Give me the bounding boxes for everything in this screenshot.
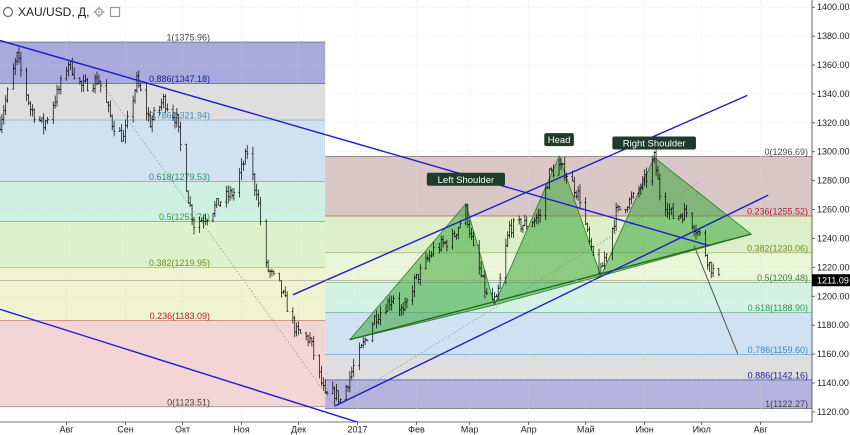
fib-left-zone: [0, 221, 326, 268]
neckline: [349, 233, 752, 341]
fib-right-label: 0.618(1188.90): [748, 303, 808, 313]
circle-icon[interactable]: [2, 6, 14, 18]
price-axis-label: 1280.00: [817, 176, 850, 186]
fib-right-label: 0.786(1159.60): [748, 345, 808, 355]
price-axis-label: 1400.00: [817, 2, 850, 12]
time-axis-label: Июл: [693, 425, 711, 435]
fib-left-label: 0.382(1219.95): [149, 258, 210, 268]
down-channel-upper: [0, 39, 710, 247]
chart-header: XAU/USD, Д,: [2, 3, 121, 21]
price-axis-label: 1200.00: [817, 291, 850, 301]
time-axis-label: Май: [577, 425, 595, 435]
fib-left-zone: [0, 267, 326, 321]
projection-line: [693, 245, 739, 355]
up-channel-lower: [334, 194, 769, 407]
fib-left-zone: [0, 41, 326, 84]
right-shoulder-label-bg: [612, 136, 696, 150]
price-axis-label: 1160.00: [817, 349, 849, 359]
dotted-guide-line: [92, 72, 336, 407]
fib-right-label: 0.5(1209.48): [757, 273, 808, 283]
fib-left-zone: [0, 120, 326, 182]
fib-right-label: 0.236(1255.52): [747, 207, 808, 217]
fib-left-label: 0.5(1251.74): [159, 212, 210, 222]
price-axis-label: 1380.00: [817, 31, 850, 41]
fib-right-zone: [325, 379, 812, 409]
up-channel-upper: [292, 94, 748, 296]
gear-icon[interactable]: [93, 6, 105, 18]
pattern-triangle: [600, 156, 753, 277]
time-axis-label: Фев: [408, 425, 425, 435]
price-axis-label: 1300.00: [817, 147, 850, 157]
price-axis-label: 1260.00: [817, 205, 850, 215]
price-axis-label: 1140.00: [817, 378, 849, 388]
time-axis-label: Мар: [461, 425, 479, 435]
time-axis-label: Дек: [291, 425, 306, 435]
price-tag-bg: [812, 274, 850, 287]
pattern-triangle: [493, 154, 602, 306]
time-axis-label: Апр: [521, 425, 537, 435]
symbol-title: XAU/USD, Д,: [18, 5, 90, 19]
right-shoulder-label: Right Shoulder: [623, 139, 686, 150]
price-axis-label: 1320.00: [817, 118, 850, 128]
fib-left-label: 0.886(1347.18): [149, 74, 210, 84]
head-label-bg: [544, 133, 574, 147]
fib-left-zone: [0, 320, 326, 407]
price-axis-bg: [812, 0, 850, 435]
price-axis-label: 1120.00: [817, 407, 849, 417]
time-axis-label: Сен: [117, 425, 134, 435]
time-axis-label: Авг: [60, 425, 75, 435]
fib-right-label: 0.886(1142.16): [748, 370, 808, 380]
price-axis-label: 1220.00: [817, 262, 850, 272]
head-label: Head: [548, 135, 571, 146]
fib-left-label: 1(1375.96): [166, 32, 210, 42]
box-icon[interactable]: [109, 6, 121, 18]
fib-left-label: 0.786(1321.94): [149, 111, 210, 121]
price-axis-label: 1360.00: [817, 60, 850, 70]
fib-left-label: 0.236(1183.09): [150, 311, 210, 321]
left-shoulder-label-bg: [426, 172, 506, 186]
price-axis-label: 1180.00: [817, 320, 849, 330]
fib-left-zone: [0, 181, 326, 222]
fib-left-zone: [0, 83, 326, 121]
fib-right-zone: [325, 354, 812, 380]
time-axis-label: Июн: [636, 425, 654, 435]
fib-right-label: 1(1122.27): [765, 399, 808, 409]
price-tag: 1211.09: [817, 276, 849, 286]
down-channel-lower: [0, 308, 394, 435]
time-axis-label: Ноя: [233, 425, 250, 435]
time-axis-label: Окт: [175, 425, 190, 435]
fib-left-label: 0(1123.51): [167, 397, 210, 407]
time-axis-bg: [0, 422, 850, 435]
fib-right-label: 0.382(1230.06): [747, 243, 808, 253]
time-axis-label: 2017: [347, 425, 367, 435]
price-axis-label: 1240.00: [817, 233, 850, 243]
left-shoulder-label: Left Shoulder: [438, 175, 495, 186]
price-axis-label: 1340.00: [817, 89, 850, 99]
fib-left-label: 0.618(1279.53): [149, 172, 210, 182]
time-axis-label: Авг: [754, 425, 769, 435]
fib-right-label: 0(1296.69): [764, 147, 808, 157]
